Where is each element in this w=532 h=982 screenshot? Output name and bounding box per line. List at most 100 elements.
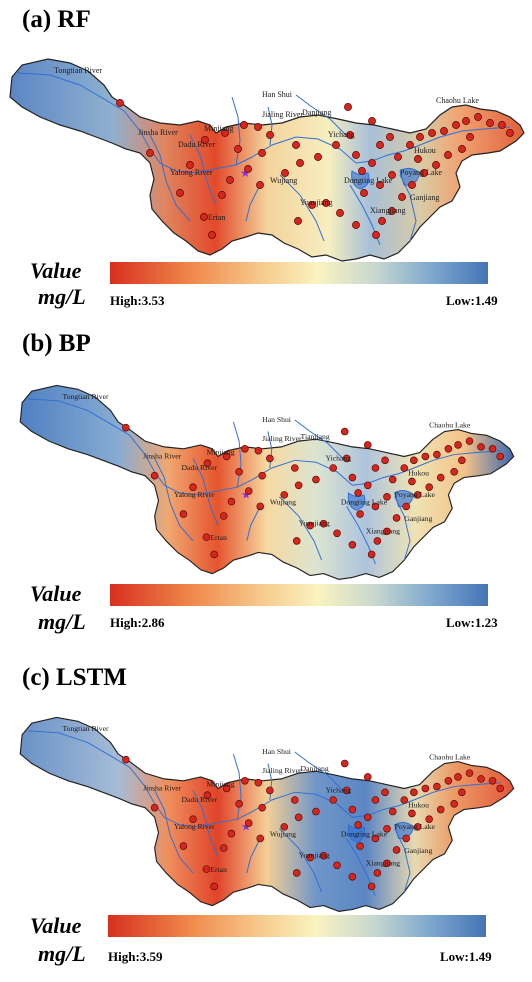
star-marker-icon: ★ — [241, 820, 251, 834]
monitoring-station — [450, 468, 458, 476]
monitoring-station — [179, 510, 188, 518]
monitoring-station — [381, 456, 389, 465]
map-label-jialing: Jialing River — [262, 766, 302, 775]
monitoring-station — [202, 533, 211, 541]
monitoring-station — [146, 149, 154, 157]
legend-value-label: Value — [30, 258, 82, 283]
monitoring-station — [383, 527, 391, 536]
legend-color-ramp — [108, 915, 486, 937]
monitoring-station — [458, 788, 466, 797]
monitoring-station — [363, 481, 372, 490]
map-label-poyang: Poyang Lake — [395, 490, 436, 499]
monitoring-station — [352, 151, 360, 159]
map-label-yalong: Yalong River — [174, 490, 215, 499]
monitoring-station — [363, 813, 372, 822]
monitoring-station — [203, 791, 212, 799]
river-line — [232, 753, 242, 820]
monitoring-station — [414, 155, 422, 163]
map-label-wujiang: Wujiang — [270, 829, 296, 838]
legend-unit-label: mg/L — [38, 609, 86, 634]
map-label-jinsha: Jinsha River — [143, 783, 182, 792]
map-label-hanshui: Han Shui — [262, 415, 291, 424]
monitoring-station — [360, 189, 368, 197]
monitoring-station — [189, 483, 197, 491]
monitoring-station — [348, 873, 357, 881]
panel-title: (b) BP — [22, 330, 91, 357]
legend-high: High:3.59 — [108, 949, 163, 964]
monitoring-station — [371, 796, 380, 804]
map-label-dadu: Dadu River — [182, 795, 218, 804]
monitoring-station — [234, 145, 242, 153]
monitoring-station — [352, 221, 360, 229]
river-line — [347, 824, 366, 843]
monitoring-station — [291, 464, 299, 472]
monitoring-station — [306, 853, 314, 862]
monitoring-station — [258, 803, 266, 812]
monitoring-station — [354, 489, 362, 497]
river-line — [246, 506, 261, 542]
map-label-tongtian: Tongtian River — [62, 724, 109, 733]
river-line — [347, 492, 366, 511]
monitoring-station — [498, 121, 506, 129]
monitoring-station — [496, 784, 505, 793]
monitoring-station — [176, 189, 184, 197]
river-line — [294, 419, 344, 459]
monitoring-station — [454, 441, 462, 449]
monitoring-station — [200, 213, 208, 221]
map-label-minjiang: Minjiang — [204, 124, 233, 133]
monitoring-station — [218, 191, 226, 199]
map-label-ertan: Ertan — [208, 213, 225, 222]
monitoring-station — [413, 491, 422, 499]
monitoring-station — [413, 823, 422, 831]
monitoring-station — [383, 493, 391, 501]
monitoring-station — [348, 805, 357, 814]
monitoring-station — [342, 454, 351, 463]
river-line — [149, 134, 191, 222]
monitoring-station — [373, 869, 382, 877]
monitoring-station — [222, 452, 231, 461]
river-line — [192, 790, 219, 858]
legend-value-label: Value — [30, 913, 82, 938]
monitoring-station — [235, 800, 243, 808]
monitoring-station — [241, 445, 249, 453]
monitoring-station — [388, 475, 397, 484]
monitoring-station — [383, 859, 391, 868]
monitoring-station — [201, 136, 209, 144]
monitoring-station — [294, 481, 303, 490]
map-label-yuanjiang: Yuanjiang — [300, 198, 332, 207]
monitoring-station — [400, 464, 409, 472]
monitoring-station — [150, 471, 159, 480]
monitoring-station — [280, 491, 289, 499]
monitoring-station — [356, 842, 364, 850]
monitoring-station — [394, 153, 402, 161]
map-label-xiangjiang: Xiangjiang — [366, 858, 400, 867]
river-line — [232, 421, 242, 488]
map-label-tongtian: Tongtian River — [62, 392, 109, 401]
monitoring-station — [488, 777, 497, 785]
monitoring-station — [346, 131, 354, 139]
monitoring-station — [440, 127, 448, 135]
monitoring-station — [306, 521, 314, 530]
monitoring-station — [408, 809, 416, 818]
monitoring-station — [363, 773, 372, 781]
river-line — [189, 134, 217, 206]
monitoring-station — [333, 861, 341, 870]
monitoring-station — [465, 437, 474, 445]
monitoring-station — [210, 882, 218, 891]
map-label-poyang: Poyang Lake — [395, 822, 436, 831]
legend-low: Low:1.23 — [446, 615, 498, 630]
legend-value-label: Value — [30, 581, 82, 606]
monitoring-station — [244, 165, 252, 173]
map-label-chaohu: Chaohu Lake — [429, 421, 471, 430]
monitoring-station — [410, 788, 418, 797]
legend-unit-label: mg/L — [38, 284, 86, 309]
monitoring-station — [296, 159, 304, 167]
monitoring-station — [254, 446, 263, 455]
legend-low: Low:1.49 — [446, 293, 498, 308]
panel-title: (c) LSTM — [22, 664, 127, 691]
monitoring-station — [292, 141, 300, 149]
monitoring-station — [406, 141, 414, 149]
monitoring-station — [458, 145, 466, 153]
